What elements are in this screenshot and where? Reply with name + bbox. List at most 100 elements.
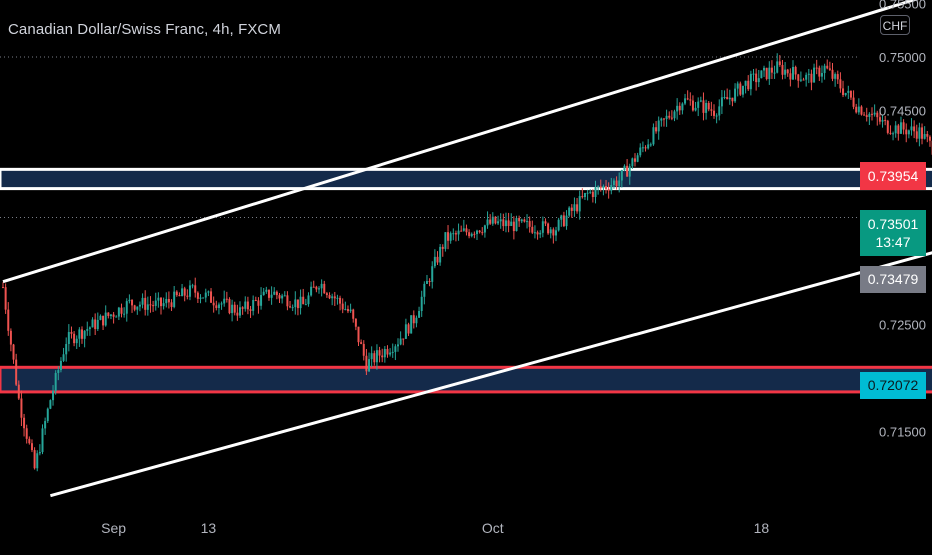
candle-body <box>534 232 536 233</box>
candle-body <box>868 114 870 117</box>
candle-body <box>15 360 17 385</box>
candle-body <box>747 81 749 89</box>
candle-body <box>458 231 460 235</box>
candle-body <box>710 109 712 110</box>
candle-body <box>571 208 573 211</box>
candle-body <box>550 229 552 233</box>
candle-body <box>244 302 246 309</box>
currency-button[interactable]: CHF <box>880 15 910 35</box>
candle-body <box>816 68 818 69</box>
candle-body <box>579 196 581 211</box>
candle-body <box>473 234 475 235</box>
candle-body <box>731 98 733 102</box>
support-zone[interactable] <box>0 367 932 392</box>
resistance-zone[interactable] <box>0 169 932 188</box>
candle-body <box>105 313 107 326</box>
candle-body <box>734 89 736 102</box>
candle-body <box>405 324 407 339</box>
candle-body <box>832 70 834 79</box>
candle-body <box>297 299 299 308</box>
candle-body <box>929 137 931 141</box>
candle-body <box>913 126 915 131</box>
candle-body <box>471 234 473 236</box>
candle-body <box>163 303 165 306</box>
candle-body <box>118 308 120 317</box>
candle-body <box>344 309 346 310</box>
candle-body <box>845 93 847 95</box>
candle-body <box>642 147 644 148</box>
candle-body <box>20 398 22 417</box>
candle-body <box>489 220 491 224</box>
candle-body <box>281 296 283 299</box>
candle-body <box>273 292 275 295</box>
candle-body <box>795 67 797 74</box>
candle-body <box>766 68 768 79</box>
candle-body <box>186 296 188 297</box>
candle-body <box>10 331 12 345</box>
candle-body <box>210 291 212 302</box>
candle-body <box>97 320 99 329</box>
candle-body <box>755 74 757 82</box>
candle-body <box>68 332 70 344</box>
candle-body <box>916 131 918 138</box>
candle-body <box>360 342 362 344</box>
candle-body <box>155 301 157 306</box>
candle-body <box>781 65 783 75</box>
candle-body <box>779 61 781 65</box>
candle-body <box>874 113 876 115</box>
time-axis: Sep13Oct18Nov15De <box>101 520 932 536</box>
candle-body <box>439 247 441 263</box>
candle-body <box>134 305 136 309</box>
candle-body <box>310 287 312 296</box>
candle-body <box>745 81 747 86</box>
candle-body <box>192 285 194 286</box>
candle-body <box>895 125 897 133</box>
candle-body <box>531 227 533 233</box>
candle-body <box>352 310 354 319</box>
candle-body <box>171 302 173 307</box>
candle-body <box>89 327 91 329</box>
candle-body <box>510 222 512 226</box>
candle-body <box>631 158 633 166</box>
candle-body <box>160 298 162 306</box>
candle-body <box>468 232 470 236</box>
candle-body <box>423 284 425 297</box>
last-price-value: 0.73501 <box>860 215 926 233</box>
candle-body <box>84 331 86 339</box>
candle-body <box>658 121 660 132</box>
candle-body <box>300 297 302 308</box>
channel-upper-line[interactable] <box>3 0 919 282</box>
candle-body <box>26 428 28 439</box>
candle-body <box>797 74 799 80</box>
candle-body <box>126 301 128 314</box>
candle-body <box>552 229 554 235</box>
candle-body <box>49 400 51 409</box>
candle-body <box>674 111 676 118</box>
candle-body <box>313 287 315 288</box>
candle-body <box>581 196 583 197</box>
candle-body <box>339 298 341 304</box>
candle-body <box>294 299 296 307</box>
symbol-title: Canadian Dollar/Swiss Franc, 4h, FXCM <box>8 21 281 38</box>
candle-body <box>623 166 625 170</box>
candle-body <box>618 181 620 187</box>
candle-body <box>334 296 336 298</box>
candle-body <box>663 119 665 120</box>
candle-body <box>660 119 662 121</box>
candle-body <box>76 339 78 343</box>
candle-body <box>671 118 673 119</box>
candle-body <box>502 219 504 226</box>
candle-body <box>368 359 370 371</box>
candle-body <box>847 91 849 93</box>
candle-body <box>863 115 865 116</box>
time-tick-label: Oct <box>482 520 504 536</box>
candle-body <box>866 115 868 117</box>
candle-body <box>647 144 649 148</box>
candle-body <box>318 288 320 289</box>
candle-body <box>144 298 146 310</box>
candle-body <box>476 231 478 234</box>
candle-body <box>600 186 602 188</box>
candle-body <box>28 439 30 443</box>
